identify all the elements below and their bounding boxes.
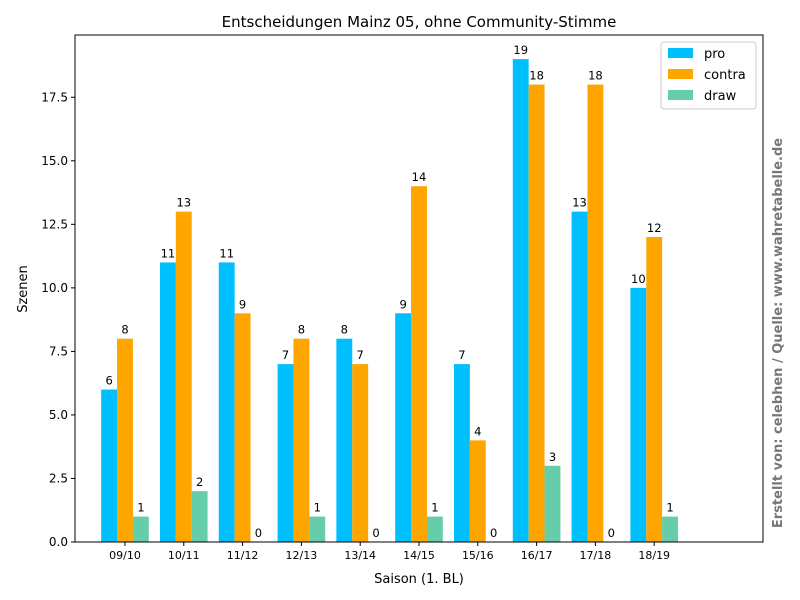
- data-label: 10: [631, 272, 646, 286]
- data-label: 9: [399, 297, 406, 311]
- data-label: 19: [513, 43, 528, 57]
- bar-draw: [662, 516, 679, 542]
- data-label: 0: [608, 526, 615, 540]
- y-tick-label: 5.0: [49, 408, 68, 422]
- x-tick-label: 18/19: [638, 549, 670, 562]
- bar-pro: [277, 364, 294, 542]
- x-tick-label: 13/14: [344, 549, 376, 562]
- data-label: 8: [121, 323, 128, 337]
- x-tick-label: 15/16: [462, 549, 494, 562]
- bar-contra: [352, 364, 369, 542]
- x-tick-label: 10/11: [168, 549, 200, 562]
- data-label: 6: [105, 374, 112, 388]
- y-tick-label: 17.5: [41, 90, 68, 104]
- bar-draw: [309, 516, 326, 542]
- data-label: 2: [196, 475, 203, 489]
- bar-pro: [218, 262, 235, 542]
- data-label: 14: [412, 170, 427, 184]
- bar-contra: [587, 84, 604, 542]
- bar-pro: [159, 262, 176, 542]
- legend-label-draw: draw: [704, 89, 737, 104]
- x-axis-label: Saison (1. BL): [374, 572, 464, 587]
- bar-pro: [512, 59, 529, 543]
- data-label: 1: [314, 501, 321, 515]
- data-label: 4: [474, 424, 481, 438]
- bar-contra: [646, 237, 663, 542]
- data-label: 9: [239, 297, 246, 311]
- bar-pro: [395, 313, 412, 542]
- data-label: 18: [529, 69, 544, 83]
- data-label: 1: [431, 501, 438, 515]
- bar-contra: [175, 211, 192, 542]
- x-tick-label: 09/10: [109, 549, 141, 562]
- bar-pro: [630, 287, 647, 542]
- bar-pro: [336, 338, 353, 542]
- bar-draw: [426, 516, 443, 542]
- y-tick-label: 12.5: [41, 217, 68, 231]
- bar-contra: [234, 313, 251, 542]
- bar-draw: [544, 465, 561, 542]
- source-credit: Erstellt von: celebhen / Quelle: www.wah…: [771, 138, 786, 528]
- data-label: 13: [176, 196, 191, 210]
- legend-label-pro: pro: [704, 47, 725, 62]
- bar-pro: [453, 364, 470, 542]
- bar-draw: [132, 516, 149, 542]
- bar-pro: [101, 389, 118, 542]
- legend-swatch-contra: [668, 69, 693, 79]
- data-label: 7: [282, 348, 289, 362]
- bar-contra: [469, 440, 486, 542]
- legend-swatch-draw: [668, 90, 693, 100]
- data-label: 8: [298, 323, 305, 337]
- y-tick-label: 0.0: [49, 535, 68, 549]
- data-label: 12: [647, 221, 662, 235]
- data-label: 18: [588, 69, 603, 83]
- bar-contra: [411, 186, 427, 543]
- data-label: 1: [666, 501, 673, 515]
- data-label: 0: [255, 526, 262, 540]
- data-label: 1: [137, 501, 144, 515]
- data-label: 11: [219, 246, 234, 260]
- data-label: 8: [341, 323, 348, 337]
- x-tick-label: 14/15: [403, 549, 435, 562]
- data-label: 11: [161, 246, 176, 260]
- data-label: 0: [490, 526, 497, 540]
- x-tick-label: 11/12: [227, 549, 259, 562]
- bar-contra: [293, 338, 310, 542]
- x-tick-label: 17/18: [580, 549, 612, 562]
- legend-label-contra: contra: [704, 68, 746, 83]
- data-label: 0: [372, 526, 379, 540]
- x-tick-label: 12/13: [286, 549, 318, 562]
- y-axis-label: Szenen: [16, 265, 31, 313]
- bar-contra: [528, 84, 545, 542]
- y-tick-label: 15.0: [41, 154, 68, 168]
- x-tick-label: 16/17: [521, 549, 553, 562]
- bar-draw: [191, 491, 208, 542]
- y-tick-label: 10.0: [41, 281, 68, 295]
- data-label: 13: [572, 196, 587, 210]
- y-tick-label: 2.5: [49, 471, 68, 485]
- y-tick-label: 7.5: [49, 344, 68, 358]
- legend-swatch-pro: [668, 48, 693, 58]
- bar-contra: [117, 338, 133, 542]
- chart-title: Entscheidungen Mainz 05, ohne Community-…: [222, 13, 617, 31]
- data-label: 7: [458, 348, 465, 362]
- bar-pro: [571, 211, 588, 542]
- data-label: 7: [357, 348, 364, 362]
- data-label: 3: [549, 450, 556, 464]
- legend: pro contra draw: [660, 41, 757, 110]
